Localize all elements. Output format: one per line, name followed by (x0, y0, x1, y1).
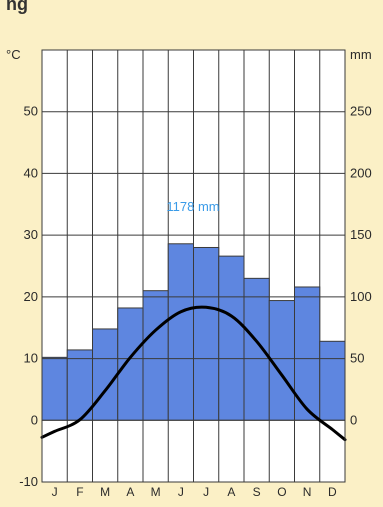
right-axis-unit: mm (350, 47, 372, 62)
left-tick-label: 40 (24, 165, 38, 180)
left-tick-label: 0 (31, 412, 38, 427)
precipitation-bar (218, 255, 245, 421)
month-label: S (253, 485, 261, 499)
right-axis-ticks: 250 200 150 100 50 0 (350, 104, 372, 428)
month-label: M (151, 485, 161, 499)
precipitation-bar (41, 356, 68, 421)
right-tick-label: 150 (350, 227, 372, 242)
left-tick-label: -10 (19, 474, 38, 489)
left-axis-ticks: 50 40 30 20 10 0 -10 (19, 104, 38, 489)
precipitation-bar (319, 340, 346, 421)
right-tick-label: 250 (350, 104, 372, 119)
temperature-line (40, 305, 347, 442)
month-label: M (100, 485, 110, 499)
precipitation-bar (92, 328, 119, 421)
left-tick-label: 10 (24, 351, 38, 366)
month-label: A (126, 485, 134, 499)
precipitation-bars (41, 243, 346, 421)
precipitation-bar (117, 307, 144, 421)
left-tick-label: 30 (24, 227, 38, 242)
month-label: J (203, 485, 209, 499)
month-label: J (52, 485, 58, 499)
right-tick-label: 0 (350, 412, 357, 427)
month-label: N (303, 485, 312, 499)
right-tick-label: 50 (350, 351, 364, 366)
horizontal-grid (42, 111, 345, 421)
month-label: D (328, 485, 337, 499)
month-label: O (277, 485, 286, 499)
precipitation-bar (193, 246, 220, 421)
left-axis-unit: °C (6, 47, 21, 62)
left-tick-label: 50 (24, 104, 38, 119)
right-tick-label: 100 (350, 289, 372, 304)
precipitation-bar (142, 290, 169, 421)
precipitation-bar (243, 277, 270, 421)
month-label: J (178, 485, 184, 499)
total-precipitation-annotation: 1178 mm (166, 199, 219, 214)
month-label: A (227, 485, 235, 499)
header-fragment: ng (6, 0, 28, 14)
right-tick-label: 200 (350, 165, 372, 180)
precipitation-bar (167, 243, 194, 421)
month-label: F (76, 485, 83, 499)
left-tick-label: 20 (24, 289, 38, 304)
plot-frame (41, 49, 346, 483)
